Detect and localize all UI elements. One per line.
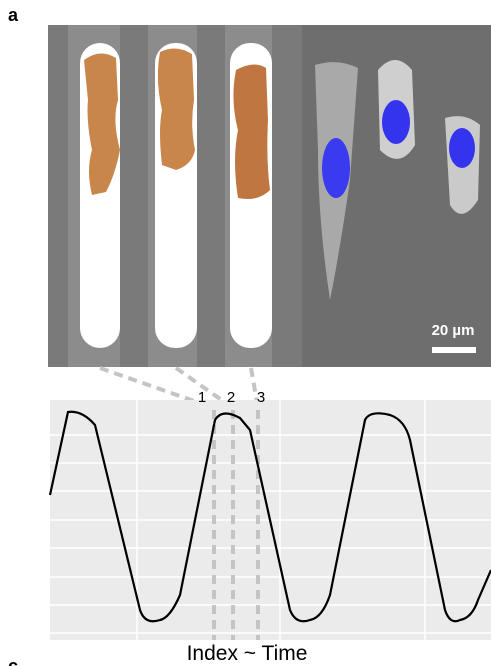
marker-label: 2 [227, 389, 235, 406]
page: {"panel_label": "a", "next_panel_label":… [0, 0, 491, 666]
marker-label: 3 [257, 389, 265, 406]
figure: a 20 µm [0, 0, 491, 666]
panel-label: c [8, 656, 18, 666]
plot-panel [50, 400, 491, 640]
marker-label: 1 [198, 389, 206, 406]
x-axis-label: Index ~ Time [187, 642, 308, 665]
channel-image [48, 25, 302, 367]
microscopy-image [302, 25, 491, 367]
panel-label: a [8, 5, 19, 25]
scale-bar-label: 20 µm [432, 322, 475, 339]
